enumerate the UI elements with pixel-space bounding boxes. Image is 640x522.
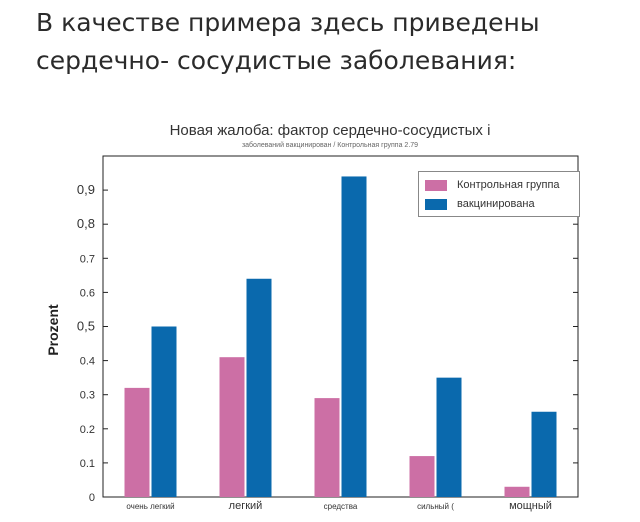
bar-control [314, 398, 340, 497]
legend-item-control: Контрольная группа [425, 178, 560, 192]
bar-control [219, 357, 245, 497]
y-tick-label: 0 [89, 492, 95, 504]
x-tick-label: средства [324, 502, 358, 511]
bar-vaccinated [436, 377, 462, 497]
legend-item-vaccinated: вакцинирована [425, 197, 535, 211]
x-tick-label: легкий [229, 500, 263, 512]
y-tick-label: 0,9 [77, 182, 95, 197]
y-tick-label: 0,5 [77, 319, 95, 334]
bar-vaccinated [246, 278, 272, 497]
bar-control [124, 387, 150, 497]
bar-vaccinated [531, 411, 557, 497]
chart-legend: Контрольная группа вакцинирована [418, 171, 580, 217]
heading-line-2: сердечно- сосудистые заболевания: [36, 46, 517, 75]
bar-vaccinated [341, 176, 367, 497]
chart-title: Новая жалоба: фактор сердечно-сосудистых… [169, 122, 491, 139]
x-tick-label: очень легкий [126, 502, 174, 511]
y-tick-label: 0.6 [80, 287, 95, 299]
y-tick-label: 0,8 [77, 216, 95, 231]
y-tick-label: 0.1 [80, 458, 95, 470]
bar-control [409, 456, 435, 497]
y-tick-label: 0.4 [80, 356, 95, 368]
y-tick-label: 0.3 [80, 390, 95, 402]
chart-subtitle: заболеваний вакцинирован / Контрольная г… [241, 142, 419, 149]
legend-label-control: Контрольная группа [457, 179, 560, 191]
x-tick-label: мощный [509, 500, 552, 512]
heading-line-1: В качестве примера здесь приведены [36, 8, 540, 37]
bar-vaccinated [151, 326, 177, 497]
bar-control [504, 486, 530, 497]
y-tick-label: 0.2 [80, 424, 95, 436]
legend-swatch-vaccinated [425, 198, 447, 210]
x-tick-label: сильный ( [417, 502, 454, 511]
y-axis-label: Prozent [45, 304, 61, 356]
slide-heading: В качестве примера здесь приведены серде… [36, 4, 540, 80]
legend-swatch-control [425, 179, 447, 191]
legend-label-vaccinated: вакцинирована [457, 198, 535, 210]
y-tick-label: 0.7 [80, 253, 95, 265]
